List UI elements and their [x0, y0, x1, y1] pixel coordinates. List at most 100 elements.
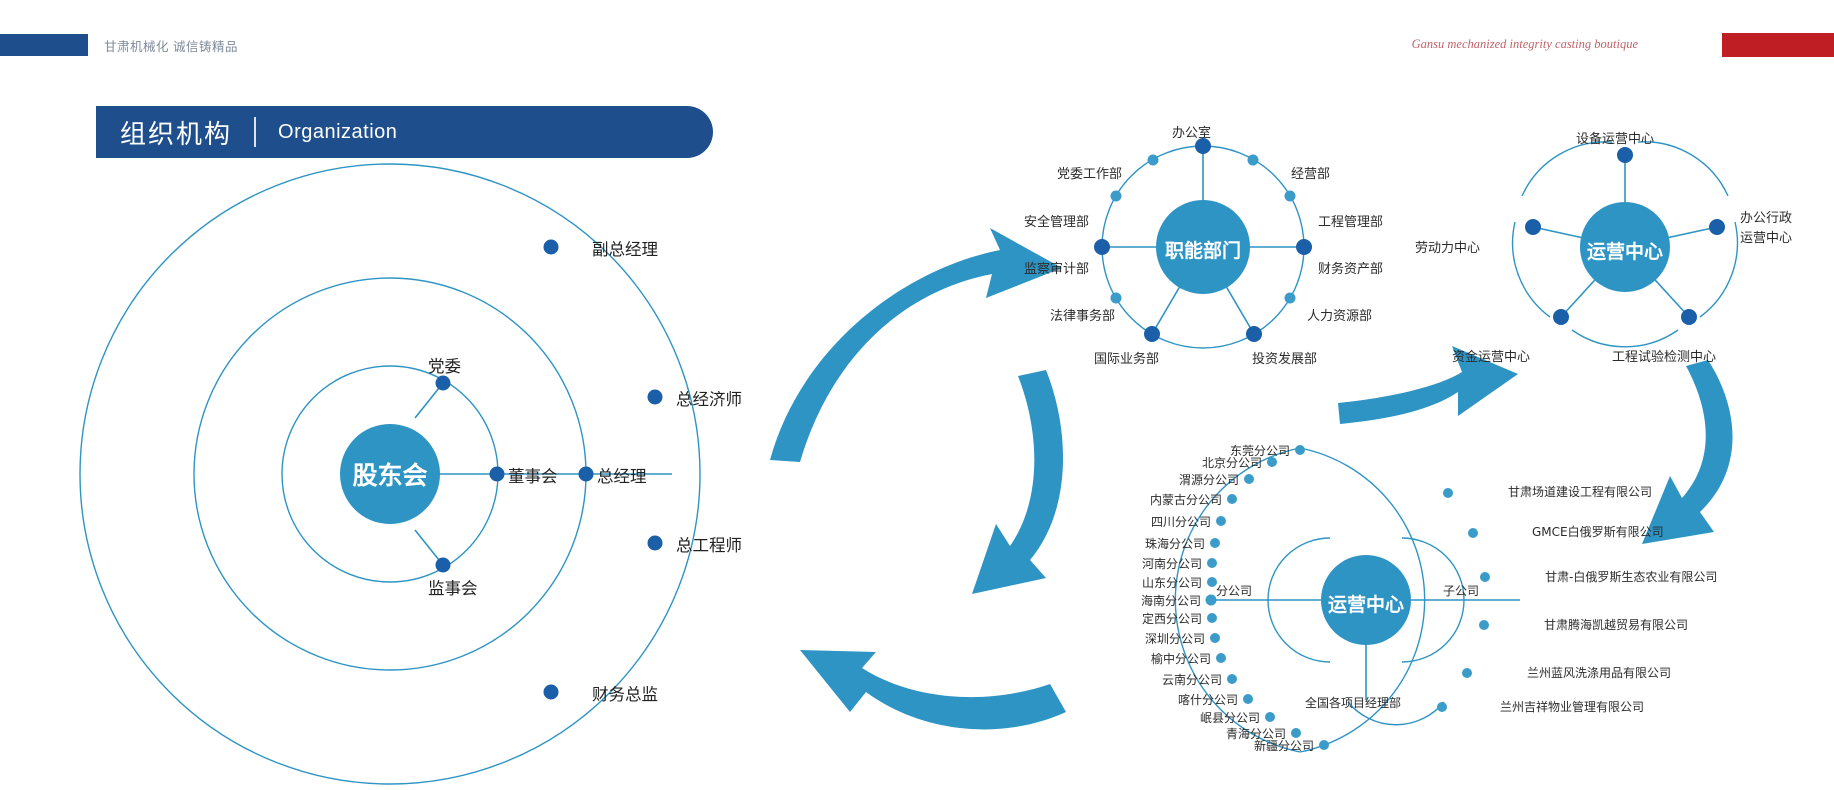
label-chief-engineer: 总工程师: [676, 536, 742, 555]
arrow-operations-to-subsidiaries: [1642, 360, 1733, 544]
node-equipment-operations-center[interactable]: [1617, 147, 1633, 163]
label-finance-assets-dept: 财务资产部: [1318, 262, 1384, 277]
orbit-ring-outer: [79, 163, 701, 785]
branch-node[interactable]: [1227, 674, 1237, 684]
label-axis-branches: 分公司: [1216, 584, 1253, 598]
node-labor-center[interactable]: [1525, 219, 1541, 235]
branch-node[interactable]: [1210, 633, 1220, 643]
label-supervisory-board: 监事会: [428, 579, 478, 598]
branch-node[interactable]: [1205, 594, 1217, 606]
node-deputy-general-manager[interactable]: [543, 239, 559, 255]
arrow-branches-back-to-orbit: [800, 650, 1066, 730]
label-labor-center: 劳动力中心: [1415, 241, 1481, 256]
hub-shareholders[interactable]: [340, 424, 440, 524]
label-subsidiary: 兰州吉祥物业管理有限公司: [1500, 700, 1645, 714]
hub-label-functional-departments: 职能部门: [1164, 240, 1241, 262]
label-supervision-audit-dept: 监察审计部: [1024, 262, 1090, 277]
branch-node[interactable]: [1265, 712, 1275, 722]
node-office[interactable]: [1195, 138, 1211, 154]
label-branch: 榆中分公司: [1150, 652, 1211, 666]
label-project-departments: 全国各项目经理部: [1305, 696, 1402, 710]
label-subsidiary: 兰州蓝风洗涤用品有限公司: [1527, 666, 1672, 680]
branch-node[interactable]: [1243, 694, 1253, 704]
ops-arc-3: [1699, 221, 1739, 318]
node-finance-assets-dept[interactable]: [1296, 239, 1312, 255]
diagram-operations-center: [1511, 141, 1739, 348]
branch-node[interactable]: [1207, 613, 1217, 623]
hub-operations-center-bottom[interactable]: [1321, 555, 1411, 645]
node-engineering-testing-center[interactable]: [1681, 309, 1697, 325]
label-party-committee: 党委: [428, 357, 461, 376]
subsidiary-node-group: [1437, 488, 1490, 712]
label-branch: 东莞分公司: [1229, 444, 1290, 458]
label-office: 办公室: [1172, 126, 1212, 141]
subsidiary-node[interactable]: [1443, 488, 1453, 498]
hub-arc-bottom: [1347, 701, 1445, 726]
label-engineering-testing-center: 工程试验检测中心: [1612, 350, 1717, 365]
label-investment-dev-dept: 投资发展部: [1252, 352, 1318, 367]
node-international-business-dept[interactable]: [1144, 326, 1160, 342]
node-engineering-mgmt-dept[interactable]: [1284, 190, 1296, 202]
label-hr-dept: 人力资源部: [1307, 309, 1373, 324]
subsidiary-node[interactable]: [1468, 528, 1478, 538]
label-branch: 渭源分公司: [1178, 473, 1239, 487]
subsidiary-node[interactable]: [1437, 702, 1447, 712]
label-office-admin-operations-center-line1: 办公行政: [1740, 211, 1793, 226]
label-branch: 云南分公司: [1161, 673, 1222, 687]
subsidiary-node[interactable]: [1462, 668, 1472, 678]
node-legal-affairs-dept[interactable]: [1110, 292, 1122, 304]
node-supervision-audit-dept[interactable]: [1094, 239, 1110, 255]
label-subsidiary: 甘肃场道建设工程有限公司: [1508, 485, 1653, 499]
label-branch: 定西分公司: [1141, 612, 1202, 626]
label-branch: 岷县分公司: [1199, 711, 1260, 725]
node-investment-dev-dept[interactable]: [1246, 326, 1262, 342]
branch-node[interactable]: [1244, 474, 1254, 484]
label-safety-mgmt-dept: 安全管理部: [1024, 215, 1090, 230]
label-office-admin-operations-center-line2: 运营中心: [1740, 231, 1793, 246]
header-en-tagline: Gansu mechanized integrity casting bouti…: [1411, 37, 1638, 51]
hub-functional-departments[interactable]: [1156, 200, 1250, 294]
branch-node[interactable]: [1291, 728, 1301, 738]
hub-operations-center-top[interactable]: [1580, 202, 1670, 292]
node-cfo[interactable]: [543, 684, 559, 700]
node-safety-mgmt-dept[interactable]: [1110, 190, 1122, 202]
label-branch: 新疆分公司: [1253, 739, 1314, 753]
arrow-functional-to-branches: [972, 370, 1064, 594]
node-capital-operations-center[interactable]: [1553, 309, 1569, 325]
node-office-admin-operations-center[interactable]: [1709, 219, 1725, 235]
label-branch: 青海分公司: [1225, 727, 1286, 741]
section-title-en: Organization: [278, 120, 398, 143]
node-supervisory-board[interactable]: [435, 557, 451, 573]
node-party-work-dept[interactable]: [1147, 154, 1159, 166]
branch-outer-arc-left: [1174, 447, 1301, 753]
hub-label-operations-center-top: 运营中心: [1586, 241, 1663, 263]
arrow-orbit-to-functional: [770, 228, 1062, 462]
flow-arrows: [770, 228, 1733, 730]
branch-node[interactable]: [1319, 740, 1329, 750]
node-board-of-directors[interactable]: [489, 466, 505, 482]
node-general-manager[interactable]: [578, 466, 594, 482]
label-chief-economist: 总经济师: [676, 390, 742, 409]
label-branch: 北京分公司: [1201, 456, 1262, 470]
branch-node[interactable]: [1295, 445, 1305, 455]
label-general-manager: 总经理: [597, 467, 647, 486]
branch-node[interactable]: [1227, 494, 1237, 504]
ops-arc-2: [1637, 141, 1729, 197]
node-party-committee[interactable]: [435, 375, 451, 391]
node-business-dept[interactable]: [1247, 154, 1259, 166]
subsidiary-node[interactable]: [1480, 572, 1490, 582]
branch-node[interactable]: [1267, 457, 1277, 467]
branch-node[interactable]: [1210, 538, 1220, 548]
node-chief-economist[interactable]: [647, 389, 663, 405]
branch-node[interactable]: [1216, 516, 1226, 526]
node-hr-dept[interactable]: [1284, 292, 1296, 304]
node-chief-engineer[interactable]: [647, 535, 663, 551]
branch-node[interactable]: [1216, 653, 1226, 663]
branch-node[interactable]: [1207, 558, 1217, 568]
label-branch: 海南分公司: [1140, 594, 1201, 608]
subsidiary-node[interactable]: [1479, 620, 1489, 630]
branch-node[interactable]: [1207, 577, 1217, 587]
label-branch: 喀什分公司: [1177, 693, 1238, 707]
header-cn-tagline: 甘肃机械化 诚信铸精品: [104, 40, 238, 54]
